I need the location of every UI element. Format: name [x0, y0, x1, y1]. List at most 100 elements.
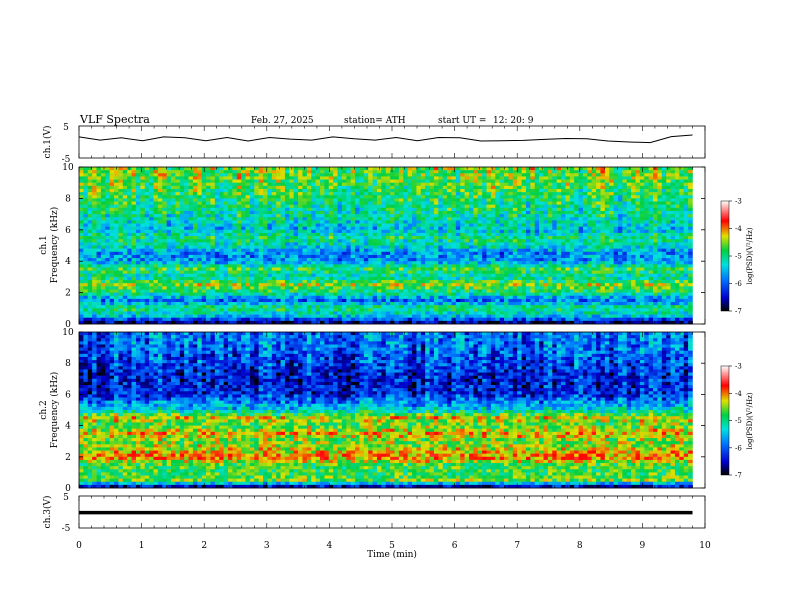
ch1-spectrogram-cell: [574, 258, 579, 262]
ch1-spectrogram-cell: [416, 176, 422, 180]
ch1-spectrogram-cell: [302, 188, 308, 193]
ch1-spectrogram-cell: [315, 270, 321, 275]
ch1-spectrogram-cell: [648, 185, 654, 190]
ch1-spectrogram-cell: [219, 182, 224, 187]
ch1-spectrogram-cell: [359, 229, 365, 234]
ch1-spectrogram-cell: [355, 239, 360, 243]
ch1-spectrogram-cell: [149, 167, 154, 171]
ch1-spectrogram-cell: [407, 173, 413, 177]
ch1-spectrogram-cell: [179, 214, 185, 218]
ch1-spectrogram-cell: [412, 207, 417, 212]
ch1-spectrogram-cell: [381, 258, 387, 262]
ch1-spectrogram-cell: [223, 245, 229, 249]
ch1-spectrogram-cell: [184, 214, 189, 218]
ch1-spectrogram-cell: [420, 239, 426, 243]
ch1-spectrogram-cell: [96, 192, 102, 196]
ch1-spectrogram-cell: [469, 242, 474, 246]
ch1-spectrogram-cell: [525, 245, 531, 249]
ch1-spectrogram-cell: [276, 182, 281, 187]
ch1-spectrogram-cell: [604, 232, 610, 237]
ch1-spectrogram-cell: [604, 201, 610, 205]
ch1-spectrogram-cell: [192, 185, 198, 190]
ch1-spectrogram-cell: [433, 173, 439, 177]
ch1-spectrogram-cell: [609, 192, 614, 196]
ch1-spectrogram-cell: [569, 232, 575, 237]
ch1-spectrogram-cell: [210, 261, 216, 265]
ch1-spectrogram-cell: [179, 188, 185, 193]
ch1-spectrogram-cell: [477, 201, 483, 205]
ch1-spectrogram-cell: [596, 214, 601, 218]
ch1-spectrogram-cell: [648, 167, 654, 171]
ch1-spectrogram-cell: [276, 248, 281, 253]
ch1-spectrogram-cell: [438, 182, 443, 187]
ch1-spectrogram-cell: [184, 176, 189, 180]
ch1-spectrogram-cell: [114, 270, 119, 275]
ch1-spectrogram-cell: [473, 182, 479, 187]
ch1-spectrogram-cell: [324, 245, 330, 249]
ch1-spectrogram-cell: [635, 258, 641, 262]
ch1-spectrogram-cell: [596, 176, 601, 180]
ch1-spectrogram-cell: [197, 167, 202, 171]
ch1-spectrogram-cell: [469, 254, 474, 259]
ch1-spectrogram-cell: [337, 248, 343, 253]
ch1-spectrogram-cell: [171, 167, 176, 171]
ch1-spectrogram-cell: [591, 232, 597, 237]
ch1-spectrogram-cell: [166, 273, 172, 278]
ch1-spectrogram-cell: [376, 198, 382, 202]
ch1-spectrogram-cell: [118, 251, 124, 256]
ch1-spectrogram-cell: [495, 182, 500, 187]
ch1-spectrogram-cell: [315, 226, 321, 231]
ch1-spectrogram-cell: [433, 167, 439, 171]
ch1-spectrogram-cell: [617, 214, 623, 218]
ch1-spectrogram-cell: [508, 236, 514, 240]
ch1-spectrogram-cell: [578, 198, 584, 202]
ch1-spectrogram-cell: [508, 167, 514, 171]
ch1-spectrogram-cell: [302, 173, 308, 177]
ch1-spectrogram-cell: [587, 179, 592, 183]
ch1-spectrogram-cell: [276, 254, 281, 259]
ch1-spectrogram-cell: [539, 195, 544, 199]
ch1-spectrogram-cell: [192, 254, 198, 259]
ch1-spectrogram-cell: [512, 217, 518, 221]
ch1-spectrogram-cell: [206, 167, 211, 171]
ch1-spectrogram-cell: [280, 214, 286, 218]
ch1-spectrogram-cell: [135, 167, 141, 171]
ch1-spectrogram-cell: [219, 267, 224, 271]
ch1-spectrogram-cell: [534, 229, 540, 234]
ch1-spectrogram-cell: [144, 179, 150, 183]
ch1-spectrogram-cell: [517, 236, 522, 240]
ch1-spectrogram-cell: [412, 188, 417, 193]
ch1-spectrogram-cell: [144, 267, 150, 271]
ch1-spectrogram-cell: [245, 232, 251, 237]
ch1-spectrogram-cell: [284, 245, 290, 249]
ch1-spectrogram-cell: [363, 192, 369, 196]
ch1-spectrogram-cell: [679, 270, 685, 275]
ch1-spectrogram-cell: [87, 223, 93, 227]
ch1-spectrogram-cell: [482, 182, 487, 187]
ch1-spectrogram-cell: [83, 198, 89, 202]
ch1-spectrogram-cell: [539, 192, 544, 196]
ch1-spectrogram-cell: [442, 229, 448, 234]
ch1-spectrogram-cell: [622, 251, 628, 256]
ch1-spectrogram-cell: [517, 267, 522, 271]
ch1-spectrogram-cell: [670, 207, 676, 212]
ch1-spectrogram-cell: [661, 210, 667, 215]
ch1-spectrogram-cell: [504, 220, 509, 224]
ch1-spectrogram-cell: [569, 226, 575, 231]
ch1-spectrogram-cell: [188, 254, 194, 259]
ch1-spectrogram-cell: [613, 217, 619, 221]
ch1-spectrogram-cell: [188, 188, 194, 193]
ch1-spectrogram-cell: [114, 242, 119, 246]
ch1-spectrogram-cell: [324, 264, 330, 268]
ch1-spectrogram-cell: [613, 254, 619, 259]
ch1-spectrogram-cell: [271, 251, 277, 256]
ch1-spectrogram-cell: [363, 176, 369, 180]
ch1-spectrogram-cell: [617, 232, 623, 237]
ch1-spectrogram-cell: [596, 254, 601, 259]
ch1-spectrogram-cell: [293, 220, 299, 224]
ch1-spectrogram-cell: [626, 204, 632, 209]
ch1-spectrogram-cell: [674, 185, 680, 190]
ch1-spectrogram-cell: [464, 236, 470, 240]
ch1-spectrogram-cell: [157, 170, 163, 174]
ch1-spectrogram-cell: [157, 226, 163, 231]
